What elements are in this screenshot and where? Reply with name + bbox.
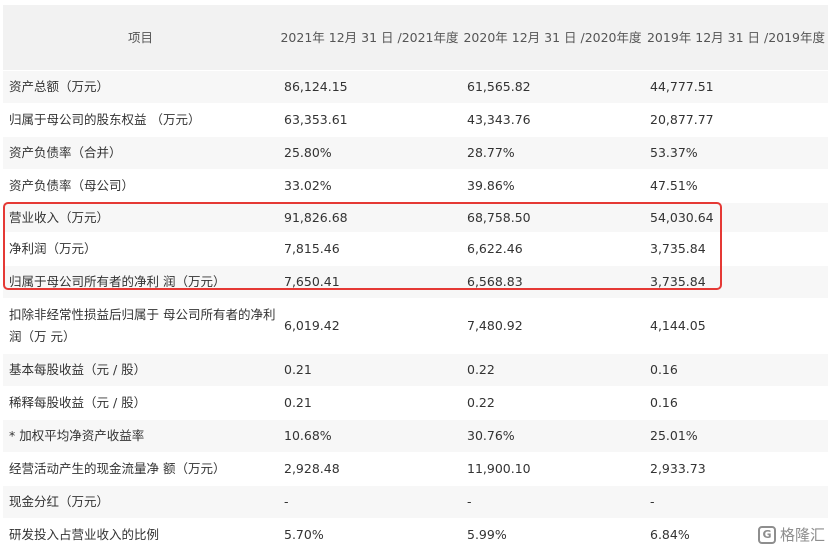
table-row: 资产负债率（合并） 25.80% 28.77% 53.37% — [3, 137, 828, 170]
row-value-2020: 0.22 — [467, 395, 495, 410]
table-row: 基本每股收益（元 / 股） 0.21 0.22 0.16 — [3, 354, 828, 387]
row-label: 营业收入（万元） — [9, 209, 110, 225]
table-row: * 加权平均净资产收益率 10.68% 30.76% 25.01% — [3, 420, 828, 453]
row-value-2020: 68,758.50 — [467, 209, 531, 225]
header-2021: 2021年 12月 31 日 /2021年度 — [280, 29, 459, 45]
row-value-2021: 25.80% — [284, 145, 332, 160]
row-label: 归属于母公司所有者的净利 润（万元） — [9, 274, 226, 289]
row-value-2021: 63,353.61 — [284, 112, 348, 127]
row-value-2021: - — [284, 494, 289, 509]
row-label: * 加权平均净资产收益率 — [9, 428, 145, 443]
row-value-2021: 7,650.41 — [284, 274, 340, 289]
row-value-2019: - — [650, 494, 655, 509]
row-value-2021: 5.70% — [284, 527, 324, 542]
table-row: 资产负债率（母公司） 33.02% 39.86% 47.51% — [3, 170, 828, 203]
header-2020: 2020年 12月 31 日 /2020年度 — [463, 29, 642, 45]
watermark-logo-icon: G — [757, 525, 776, 544]
row-value-2020: - — [467, 494, 472, 509]
header-2019: 2019年 12月 31 日 /2019年度 — [646, 29, 826, 45]
row-value-2020: 39.86% — [467, 178, 515, 193]
row-value-2021: 0.21 — [284, 395, 312, 410]
row-value-2020: 5.99% — [467, 527, 507, 542]
row-value-2020: 6,568.83 — [467, 274, 523, 289]
row-value-2021: 0.21 — [284, 362, 312, 377]
row-label: 基本每股收益（元 / 股） — [9, 362, 147, 377]
row-value-2021: 10.68% — [284, 428, 332, 443]
row-value-2020: 30.76% — [467, 428, 515, 443]
row-value-2020: 11,900.10 — [467, 461, 531, 476]
row-value-2020: 61,565.82 — [467, 79, 531, 94]
row-value-2021: 7,815.46 — [284, 241, 340, 256]
row-value-2021: 33.02% — [284, 178, 332, 193]
row-value-2019: 54,030.64 — [650, 209, 714, 225]
table-row: 稀释每股收益（元 / 股） 0.21 0.22 0.16 — [3, 387, 828, 420]
row-label: 归属于母公司的股东权益 （万元） — [9, 112, 201, 127]
row-label: 研发投入占营业收入的比例 — [9, 527, 160, 542]
row-value-2019: 3,735.84 — [650, 241, 706, 256]
watermark-text: 格隆汇 — [779, 526, 825, 544]
table-row: 经营活动产生的现金流量净 额（万元） 2,928.48 11,900.10 2,… — [3, 453, 828, 486]
table-row: 营业收入（万元） 91,826.68 68,758.50 54,030.64 — [3, 203, 828, 233]
row-value-2019: 47.51% — [650, 178, 698, 193]
row-value-2019: 20,877.77 — [650, 112, 714, 127]
row-value-2019: 25.01% — [650, 428, 698, 443]
row-label: 资产负债率（母公司） — [9, 178, 135, 193]
header-item: 项目 — [127, 29, 153, 45]
row-label: 现金分红（万元） — [9, 494, 110, 509]
watermark: G 格隆汇 — [757, 524, 825, 545]
row-value-2020: 6,622.46 — [467, 241, 523, 256]
row-value-2020: 28.77% — [467, 145, 515, 160]
row-label: 资产负债率（合并） — [9, 145, 122, 160]
row-value-2019: 4,144.05 — [650, 318, 706, 333]
row-label: 经营活动产生的现金流量净 额（万元） — [9, 461, 226, 476]
table-row: 净利润（万元） 7,815.46 6,622.46 3,735.84 — [3, 233, 828, 266]
row-label: 稀释每股收益（元 / 股） — [9, 395, 147, 410]
row-value-2019: 3,735.84 — [650, 274, 706, 289]
table-row: 研发投入占营业收入的比例 5.70% 5.99% 6.84% — [3, 519, 828, 552]
table-row: 归属于母公司的股东权益 （万元） 63,353.61 43,343.76 20,… — [3, 104, 828, 137]
row-value-2019: 0.16 — [650, 362, 678, 377]
table-row: 资产总额（万元） 86,124.15 61,565.82 44,777.51 — [3, 71, 828, 104]
row-value-2019: 6.84% — [650, 527, 690, 542]
row-label: 资产总额（万元） — [9, 79, 110, 94]
row-value-2019: 2,933.73 — [650, 461, 706, 476]
row-value-2021: 2,928.48 — [284, 461, 340, 476]
row-value-2019: 44,777.51 — [650, 79, 714, 94]
table-row: 归属于母公司所有者的净利 润（万元） 7,650.41 6,568.83 3,7… — [3, 266, 828, 299]
row-value-2019: 53.37% — [650, 145, 698, 160]
table-row: 现金分红（万元） - - - — [3, 486, 828, 519]
row-label: 扣除非经常性损益后归属于 母公司所有者的净利润（万 元） — [9, 307, 276, 344]
table-row: 扣除非经常性损益后归属于 母公司所有者的净利润（万 元） 6,019.42 7,… — [3, 299, 828, 354]
row-label: 净利润（万元） — [9, 241, 97, 256]
table-header-row: 项目 2021年 12月 31 日 /2021年度 2020年 12月 31 日… — [3, 5, 828, 71]
row-value-2020: 0.22 — [467, 362, 495, 377]
row-value-2021: 91,826.68 — [284, 209, 348, 225]
row-value-2020: 43,343.76 — [467, 112, 531, 127]
row-value-2020: 7,480.92 — [467, 318, 523, 333]
row-value-2021: 6,019.42 — [284, 318, 340, 333]
row-value-2021: 86,124.15 — [284, 79, 348, 94]
row-value-2019: 0.16 — [650, 395, 678, 410]
financial-table: 项目 2021年 12月 31 日 /2021年度 2020年 12月 31 日… — [3, 5, 828, 552]
